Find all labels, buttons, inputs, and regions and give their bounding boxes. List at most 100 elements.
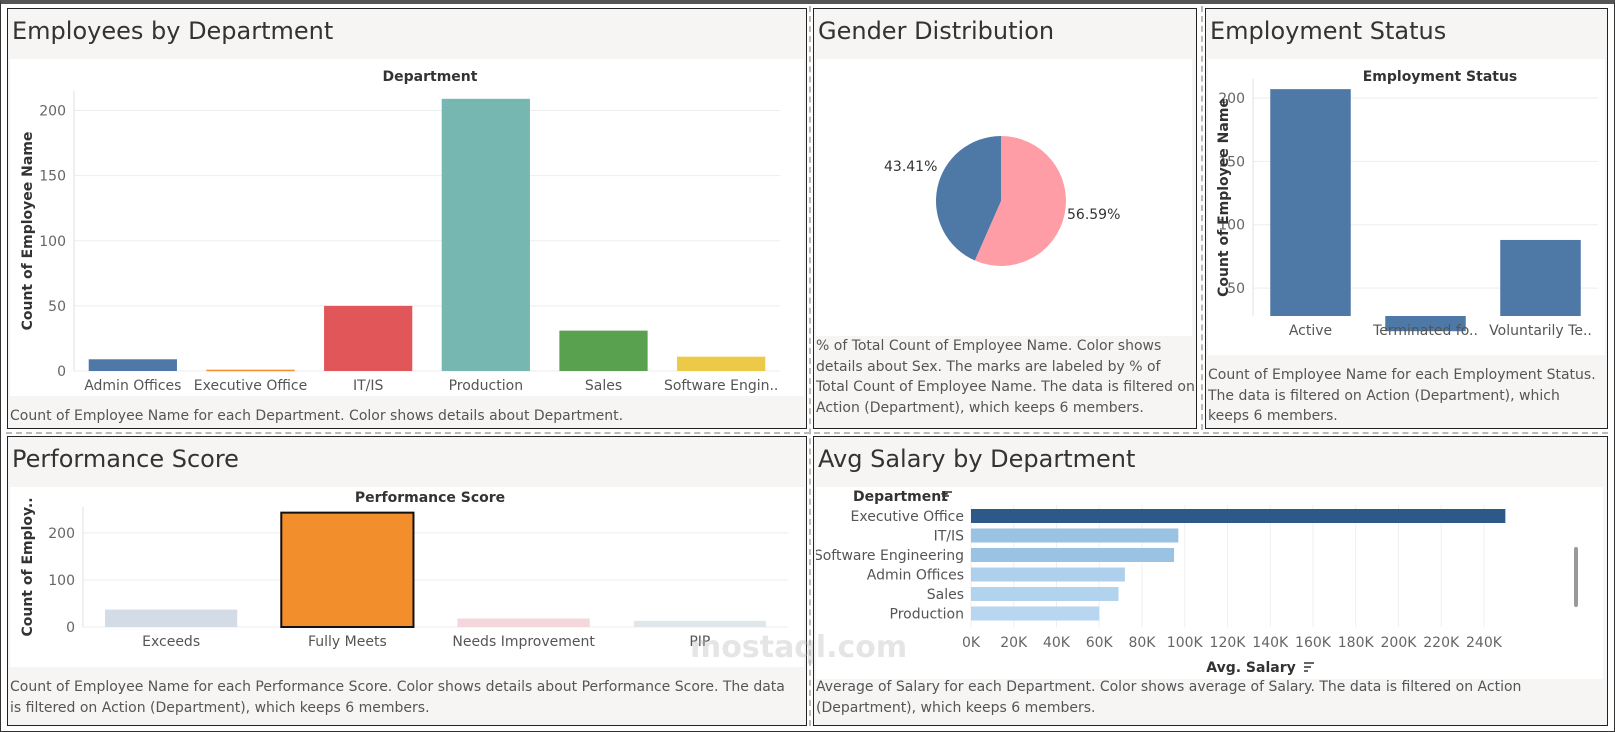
bar-software-engin-[interactable]	[677, 356, 766, 371]
x-tick-label: 120K	[1210, 635, 1247, 651]
bar-terminated-fo-[interactable]	[1385, 316, 1466, 332]
chart-area[interactable]: Performance Score 0 100 200 Count of Employ.…	[10, 487, 804, 667]
bar-needs-improvement[interactable]	[457, 618, 590, 627]
employees-by-department-panel[interactable]: Employees by Department Department 0 50 100…	[7, 8, 807, 429]
chart-caption: Average of Salary for each Department. C…	[816, 679, 1522, 716]
y-tick-label: 0	[57, 364, 66, 380]
bar-exceeds[interactable]	[105, 609, 238, 627]
x-tick-label: Terminated fo..	[1372, 323, 1478, 339]
chart-caption: % of Total Count of Employee Name. Color…	[816, 338, 1195, 416]
sort-icon	[1304, 662, 1314, 672]
bar-production[interactable]	[441, 98, 530, 371]
x-tick-label: 40K	[1043, 635, 1071, 651]
bar-admin-offices[interactable]	[971, 567, 1125, 582]
chart-caption: Count of Employee Name for each Departme…	[10, 408, 624, 424]
y-axis-label: Count of Employ..	[20, 497, 36, 636]
x-tick-label: Executive Office	[194, 378, 307, 394]
panel-title: Employment Status	[1210, 17, 1447, 45]
chart-title: Employment Status	[1363, 69, 1518, 85]
container-divider	[6, 432, 1608, 434]
x-tick-label: 60K	[1086, 635, 1114, 651]
y-tick-label: 50	[48, 299, 66, 315]
pie-slice-female[interactable]	[974, 136, 1066, 266]
x-tick-label: PIP	[689, 634, 710, 650]
rows-header: Department	[853, 489, 948, 505]
employment-status-panel[interactable]: Employment Status Employment Status 50 100…	[1205, 8, 1608, 429]
y-axis-label: Count of Employee Name	[1216, 98, 1232, 297]
bar-production[interactable]	[971, 606, 1100, 621]
chart-title: Department	[383, 69, 478, 85]
y-tick-label: 100	[48, 573, 75, 589]
x-tick-label: Software Engin..	[664, 378, 778, 394]
y-tick-label: 150	[39, 169, 66, 185]
x-tick-label: Fully Meets	[308, 634, 387, 650]
x-tick-label: 20K	[1000, 635, 1028, 651]
bar-sales[interactable]	[971, 587, 1119, 601]
pie-slice-male[interactable]	[936, 136, 1001, 261]
x-tick-label: Voluntarily Te..	[1489, 323, 1592, 339]
x-tick-label: Production	[449, 378, 523, 394]
x-axis-label: Avg. Salary	[1206, 660, 1295, 676]
bar-fully-meets[interactable]	[280, 511, 415, 629]
panel-title: Gender Distribution	[818, 17, 1055, 45]
x-tick-label: Needs Improvement	[452, 634, 595, 650]
bar-software-engineering[interactable]	[971, 548, 1175, 562]
chart-area[interactable]: Department 0K 20K 40K 60K 80K 100K 120K 140K 160K…	[816, 487, 1603, 679]
panel-title: Employees by Department	[12, 17, 334, 45]
chart-title: Performance Score	[355, 490, 505, 506]
y-tick-label: 100	[1218, 218, 1245, 234]
vertical-scrollbar[interactable]	[1574, 547, 1578, 607]
y-tick-label: 50	[1227, 281, 1245, 297]
x-tick-label: 140K	[1252, 635, 1289, 651]
chart-caption: Count of Employee Name for each Performa…	[10, 679, 785, 716]
pie-data-label: 56.59%	[1067, 207, 1120, 223]
x-tick-label: Admin Offices	[84, 378, 181, 394]
chart-caption: Count of Employee Name for each Employme…	[1208, 367, 1596, 424]
gender-pie-chart[interactable]: 43.41% 56.59%	[816, 59, 1192, 336]
x-tick-label: 100K	[1167, 635, 1204, 651]
bar-executive-office[interactable]	[206, 369, 295, 372]
x-tick-label: 220K	[1423, 635, 1460, 651]
salary-horizontal-bar-chart[interactable]: Department 0K 20K 40K 60K 80K 100K 120K 140K 160K…	[816, 487, 1603, 679]
x-tick-label: 0K	[962, 635, 981, 651]
y-tick-label: 100	[39, 234, 66, 250]
pie-data-label: 43.41%	[884, 159, 937, 175]
bar-active[interactable]	[1270, 89, 1351, 316]
y-tick-label: 0	[66, 620, 75, 636]
x-tick-label: 240K	[1466, 635, 1503, 651]
x-tick-label: IT/IS	[353, 378, 384, 394]
chart-area[interactable]: 43.41% 56.59%	[816, 59, 1192, 336]
avg-salary-by-department-panel[interactable]: Avg Salary by Department Department 0K 20K…	[813, 436, 1608, 726]
sort-icon	[942, 491, 952, 501]
bar-admin-offices[interactable]	[88, 359, 177, 371]
row-label: Executive Office	[851, 509, 964, 525]
row-label: Production	[890, 607, 964, 623]
bar-it-is[interactable]	[324, 305, 413, 371]
chart-area[interactable]: Department 0 50 100 150 200 Count of Employee …	[10, 59, 804, 396]
chart-area[interactable]: Employment Status 50 100 150 200 Count of Emp…	[1208, 59, 1605, 355]
x-tick-label: Sales	[585, 378, 622, 394]
container-divider	[809, 6, 811, 726]
x-tick-label: Active	[1289, 323, 1332, 339]
x-tick-label: 200K	[1381, 635, 1418, 651]
y-tick-label: 200	[1218, 91, 1245, 107]
y-tick-label: 150	[1218, 154, 1245, 170]
bar-sales[interactable]	[559, 330, 648, 371]
x-tick-label: 160K	[1295, 635, 1332, 651]
salary-rows[interactable]: Executive Office IT/IS Software Engineerin…	[816, 509, 1506, 623]
row-label: Software Engineering	[816, 548, 964, 564]
performance-score-panel[interactable]: Performance Score Performance Score 0 100 2…	[7, 436, 807, 726]
y-axis-label: Count of Employee Name	[20, 132, 36, 331]
bar-voluntarily-te-[interactable]	[1500, 239, 1581, 316]
bar-it-is[interactable]	[971, 528, 1179, 543]
bar-executive-office[interactable]	[971, 509, 1506, 523]
panel-title: Avg Salary by Department	[818, 445, 1136, 473]
row-label: Admin Offices	[867, 568, 964, 584]
x-tick-label: 180K	[1338, 635, 1375, 651]
gender-distribution-panel[interactable]: Gender Distribution 43.41% 56.59% % of To…	[813, 8, 1197, 429]
x-tick-label: Exceeds	[142, 634, 200, 650]
performance-score-bar-chart[interactable]: Performance Score 0 100 200 Count of Employ.…	[10, 487, 804, 667]
bar-pip[interactable]	[633, 620, 766, 627]
